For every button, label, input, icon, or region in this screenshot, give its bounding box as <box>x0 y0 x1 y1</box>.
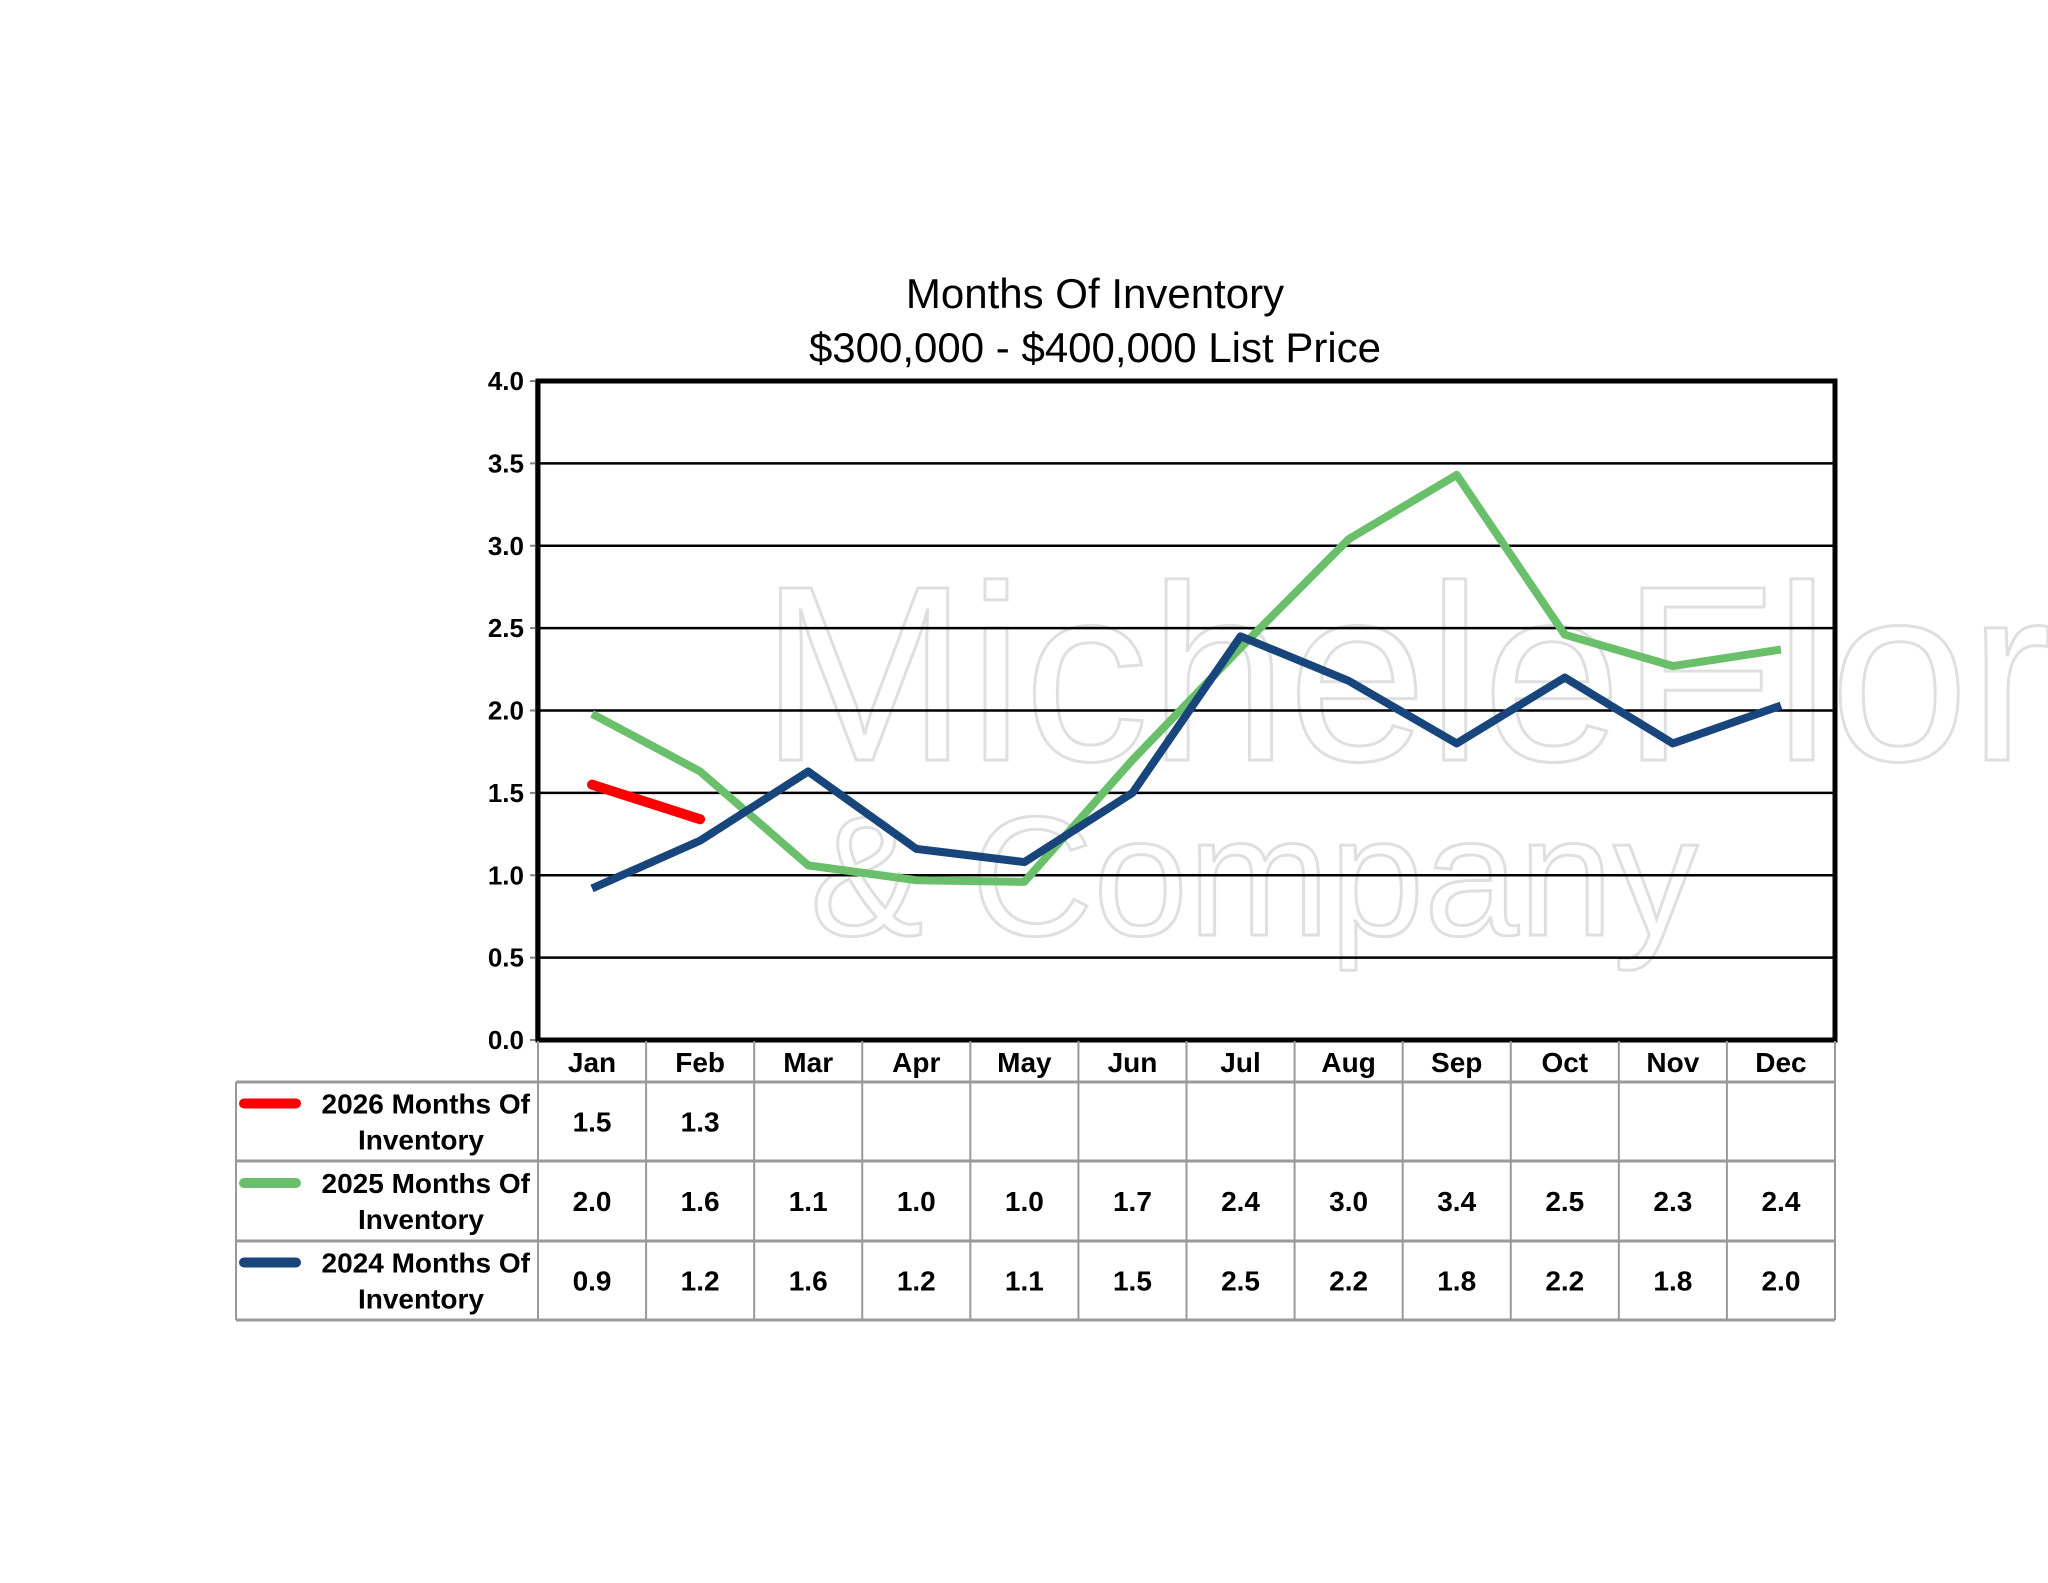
category-label: Feb <box>675 1047 725 1078</box>
data-cell: 2.0 <box>573 1186 612 1217</box>
category-label: Nov <box>1646 1047 1699 1078</box>
watermark-line1: MicheleFlory <box>760 534 2048 813</box>
data-cell: 1.0 <box>1005 1186 1044 1217</box>
category-label: Jul <box>1220 1047 1260 1078</box>
data-cell: 3.4 <box>1437 1186 1476 1217</box>
data-cell: 1.0 <box>897 1186 936 1217</box>
data-cell: 2.0 <box>1761 1266 1800 1297</box>
series-line-2026 <box>587 779 706 825</box>
legend-label: 2025 Months Of <box>322 1168 531 1199</box>
category-label: Mar <box>783 1047 833 1078</box>
legend-label: 2026 Months Of <box>322 1089 531 1120</box>
data-cell: 1.7 <box>1113 1186 1152 1217</box>
y-tick-label: 1.0 <box>488 860 524 890</box>
data-cell: 1.8 <box>1653 1266 1692 1297</box>
y-tick-label: 0.0 <box>488 1025 524 1055</box>
chart-subtitle: $300,000 - $400,000 List Price <box>809 324 1381 371</box>
category-label: Aug <box>1321 1047 1375 1078</box>
y-tick-label: 3.0 <box>488 531 524 561</box>
y-tick-label: 0.5 <box>488 943 524 973</box>
series-line-2024 <box>590 632 1783 893</box>
y-tick-label: 1.5 <box>488 778 524 808</box>
category-label: May <box>997 1047 1052 1078</box>
data-cell: 3.0 <box>1329 1186 1368 1217</box>
y-tick-label: 2.0 <box>488 696 524 726</box>
legend-label: Inventory <box>358 1204 484 1235</box>
legend-label: 2024 Months Of <box>322 1248 531 1279</box>
y-tick-label: 3.5 <box>488 448 524 478</box>
series-line-2025 <box>590 470 1782 886</box>
data-cell: 2.4 <box>1221 1186 1260 1217</box>
data-cell: 1.2 <box>897 1266 936 1297</box>
chart-title: Months Of Inventory <box>906 270 1284 317</box>
data-cell: 1.1 <box>789 1186 828 1217</box>
data-cell: 1.3 <box>681 1107 720 1138</box>
data-cell: 1.6 <box>681 1186 720 1217</box>
data-cell: 2.3 <box>1653 1186 1692 1217</box>
y-tick-label: 4.0 <box>488 366 524 396</box>
data-cell: 1.5 <box>1113 1266 1152 1297</box>
category-label: Jan <box>568 1047 616 1078</box>
data-cell: 2.4 <box>1761 1186 1800 1217</box>
data-cell: 2.5 <box>1221 1266 1260 1297</box>
category-label: Oct <box>1541 1047 1588 1078</box>
category-label: Dec <box>1755 1047 1806 1078</box>
category-label: Sep <box>1431 1047 1482 1078</box>
legend-label: Inventory <box>358 1284 484 1315</box>
data-cell: 0.9 <box>573 1266 612 1297</box>
watermark-logo: MicheleFlory & Company <box>759 533 2048 974</box>
data-cell: 1.5 <box>573 1107 612 1138</box>
data-cell: 2.2 <box>1329 1266 1368 1297</box>
category-label: Apr <box>892 1047 940 1078</box>
data-cell: 1.6 <box>789 1266 828 1297</box>
data-cell: 1.2 <box>681 1266 720 1297</box>
y-tick-label: 2.5 <box>488 613 524 643</box>
data-cell: 2.5 <box>1545 1186 1584 1217</box>
category-label: Jun <box>1108 1047 1158 1078</box>
data-cell: 1.1 <box>1005 1266 1044 1297</box>
plot-area-border <box>535 378 1838 1043</box>
legend-label: Inventory <box>358 1125 484 1156</box>
data-cell: 2.2 <box>1545 1266 1584 1297</box>
data-cell: 1.8 <box>1437 1266 1476 1297</box>
